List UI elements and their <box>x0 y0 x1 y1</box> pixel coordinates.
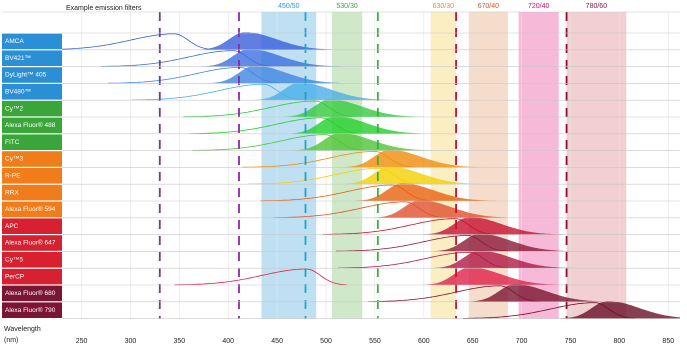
excitation-spectrum <box>335 234 508 252</box>
plot-area <box>62 12 680 319</box>
row-label: Cy™2 <box>5 105 23 112</box>
filter-label: 670/40 <box>478 3 500 10</box>
row-label-box <box>2 134 62 150</box>
emission-spectrum <box>432 250 574 269</box>
row-label-box <box>2 50 62 66</box>
emission-spectrum <box>207 65 349 84</box>
emission-spectrum <box>201 49 343 67</box>
x-tick-label: 750 <box>565 338 577 345</box>
emission-spectrum <box>467 284 609 302</box>
x-tick-label: 250 <box>76 338 88 345</box>
excitation-spectrum <box>242 150 416 168</box>
row-label: Alexa Fluor® 594 <box>5 205 56 213</box>
row-label: BV480™ <box>5 89 31 96</box>
row-label: Cy™5 <box>5 257 23 264</box>
emission-spectrum <box>372 200 514 218</box>
emission-spectrum <box>252 82 394 101</box>
row-label-box <box>2 151 62 167</box>
header: Example emission filters <box>66 5 142 12</box>
emission-spectrum <box>282 99 424 117</box>
emission-spectrum <box>560 301 680 319</box>
row-label: FITC <box>5 139 20 146</box>
row-label: Alexa Fluor® 647 <box>5 239 56 247</box>
excitation-spectrum <box>174 268 347 286</box>
excitation-spectrum <box>368 285 541 302</box>
x-axis-unit: (nm) <box>4 337 18 344</box>
emission-spectrum <box>422 217 564 235</box>
excitation-spectrum <box>189 117 362 134</box>
x-tick-label: 850 <box>662 338 674 345</box>
filter-label: 530/30 <box>336 3 358 10</box>
emission-spectrum <box>197 32 339 50</box>
x-tick-label: 400 <box>222 338 234 345</box>
row-label-box <box>2 67 62 83</box>
filter-band <box>518 12 559 319</box>
row-label: R-PE <box>5 173 21 180</box>
filter-label: 780/60 <box>586 3 608 10</box>
row-label: RRX <box>5 189 19 196</box>
excitation-spectrum <box>183 100 356 118</box>
row-label: DyLight™ 405 <box>5 72 47 79</box>
row-label-box <box>2 218 62 234</box>
x-tick-label: 450 <box>271 338 283 345</box>
excitation-spectrum <box>337 251 510 269</box>
x-tick-label: 350 <box>173 338 185 345</box>
excitation-spectrum <box>101 50 274 67</box>
filter-label: 630/30 <box>433 3 455 10</box>
x-tick-label: 650 <box>467 338 479 345</box>
row-label-box <box>2 33 62 50</box>
excitation-spectrum <box>247 167 420 185</box>
row-label-box <box>2 117 62 134</box>
x-tick-label: 500 <box>320 338 332 345</box>
row-label: Alexa Fluor® 680 <box>5 289 56 297</box>
excitation-spectrum <box>260 184 433 202</box>
excitation-spectrum <box>108 66 281 84</box>
filter-label: 450/50 <box>278 3 300 10</box>
emission-spectrum <box>432 233 574 252</box>
row-label: APC <box>5 223 19 230</box>
row-label: Alexa Fluor® 790 <box>5 306 56 314</box>
excitation-spectrum <box>462 302 636 319</box>
row-label-box <box>2 184 62 201</box>
row-label-box <box>2 235 62 251</box>
row-label-box <box>2 302 62 318</box>
emission-spectrum <box>355 183 497 201</box>
x-tick-label: 600 <box>418 338 430 345</box>
x-tick-label: 800 <box>614 338 626 345</box>
row-label: AMCA <box>5 38 24 45</box>
x-tick-label: 550 <box>369 338 381 345</box>
row-label: BV421™ <box>5 55 31 62</box>
row-label-box <box>2 100 62 117</box>
row-label: Alexa Fluor® 488 <box>5 121 56 129</box>
excitation-spectrum <box>62 33 215 50</box>
excitation-spectrum <box>323 218 496 235</box>
filter-band <box>566 12 627 319</box>
row-label: PerCP <box>5 273 24 280</box>
row-label-box <box>2 285 62 302</box>
excitation-spectrum <box>273 201 446 218</box>
emission-spectrum <box>292 133 434 151</box>
row-label-box <box>2 84 62 100</box>
excitation-spectrum <box>193 134 366 151</box>
emission-spectrum <box>287 116 429 134</box>
row-label-box <box>2 252 62 268</box>
filter-label: 720/40 <box>528 3 550 10</box>
row-label-box <box>2 201 62 218</box>
x-axis-label: Wavelength <box>4 326 41 333</box>
row-label: Cy™3 <box>5 156 23 163</box>
row-label-box <box>2 268 62 285</box>
row-label-box <box>2 168 62 184</box>
emission-spectrum <box>422 267 564 285</box>
x-tick-label: 700 <box>516 338 528 345</box>
emission-spectrum <box>342 149 484 168</box>
x-tick-label: 300 <box>125 338 137 345</box>
